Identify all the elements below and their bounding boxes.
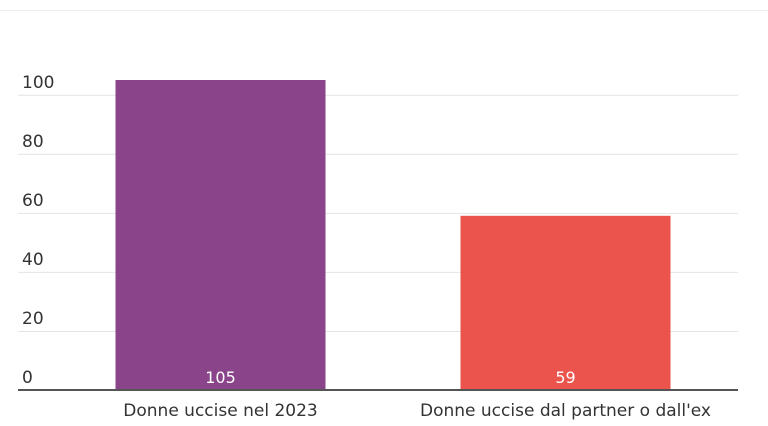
bar-value-label: 105 (205, 368, 236, 387)
y-axis-ticks: 0 20 40 60 80 100 (22, 73, 54, 388)
bar-1 (115, 80, 326, 390)
y-tick-label: 60 (22, 191, 44, 211)
y-tick-label: 20 (22, 309, 44, 329)
y-tick-label: 0 (22, 368, 33, 388)
x-category-label: Donne uccise nel 2023 (123, 401, 317, 421)
y-tick-label: 80 (22, 132, 44, 152)
bar-2 (460, 215, 671, 390)
bar-value-label: 59 (555, 368, 575, 387)
x-axis-labels: Donne uccise nel 2023 Donne uccise dal pa… (123, 401, 711, 421)
y-tick-label: 100 (22, 73, 54, 93)
x-category-label: Donne uccise dal partner o dall'ex (420, 401, 711, 421)
y-tick-label: 40 (22, 250, 44, 270)
bars: 105 59 (115, 80, 671, 390)
